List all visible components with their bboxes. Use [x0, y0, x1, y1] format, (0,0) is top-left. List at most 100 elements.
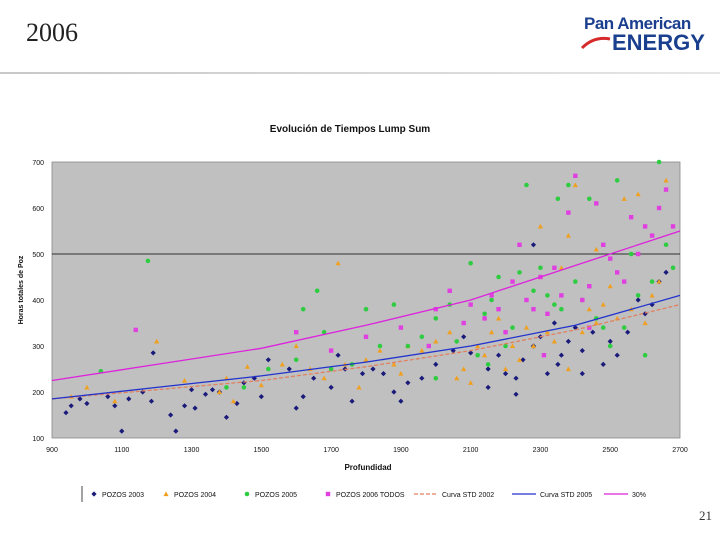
point-pozos-2006-todos [552, 265, 557, 270]
point-pozos-2003 [192, 405, 198, 411]
point-pozos-2006-todos [133, 327, 138, 333]
point-pozos-2005 [363, 306, 369, 312]
point-pozos-2003 [209, 387, 216, 393]
point-pozos-2005 [566, 182, 571, 188]
point-pozos-2006-todos [663, 187, 669, 192]
point-pozos-2004 [489, 329, 495, 335]
point-pozos-2003 [173, 428, 179, 434]
point-pozos-2004 [461, 366, 467, 372]
point-pozos-2003 [391, 389, 397, 395]
logo-swoosh-icon [580, 36, 611, 50]
point-pozos-2003 [181, 403, 188, 409]
point-pozos-2005 [621, 325, 627, 330]
point-pozos-2006-todos [615, 270, 620, 275]
header-divider [0, 72, 720, 74]
point-pozos-2003 [370, 366, 376, 372]
point-pozos-2005 [531, 288, 536, 294]
point-pozos-2005 [510, 325, 515, 330]
point-pozos-2003 [555, 361, 561, 367]
point-pozos-2003 [419, 375, 425, 381]
x-tick-label: 1300 [184, 447, 200, 454]
point-pozos-2003 [286, 366, 292, 372]
point-pozos-2004 [112, 398, 118, 404]
point-pozos-2006-todos [503, 330, 508, 335]
point-pozos-2005 [419, 334, 425, 340]
point-pozos-2006-todos [328, 348, 334, 353]
point-pozos-2004 [565, 366, 571, 372]
point-pozos-2006-todos [566, 210, 571, 215]
point-pozos-2005 [468, 260, 473, 266]
point-pozos-2003 [380, 371, 387, 377]
point-pozos-2005 [573, 279, 578, 284]
legend-marker-pozos-2003 [91, 491, 97, 497]
point-pozos-2006-todos [628, 215, 634, 220]
point-pozos-2006-todos [601, 242, 606, 247]
point-pozos-2004 [663, 177, 669, 183]
point-pozos-2003 [551, 320, 557, 326]
point-pozos-2004 [356, 384, 362, 390]
y-tick-label: 600 [32, 206, 44, 213]
point-pozos-2005 [475, 352, 480, 358]
point-pozos-2003 [579, 371, 585, 377]
point-pozos-2006-todos [496, 307, 501, 312]
legend-marker-pozos-2006-todos [325, 491, 331, 497]
point-pozos-2003 [468, 350, 474, 356]
point-pozos-2005 [663, 242, 669, 248]
point-pozos-2004 [398, 371, 404, 376]
point-pozos-2003 [84, 400, 90, 407]
point-pozos-2003 [119, 428, 125, 434]
x-tick-label: 1100 [114, 447, 129, 454]
point-pozos-2003 [572, 325, 578, 331]
point-pozos-2003 [663, 269, 669, 275]
legend-label-pozos-2003: POZOS 2003 [102, 492, 144, 499]
point-pozos-2006-todos [294, 330, 299, 335]
point-pozos-2004 [468, 380, 474, 385]
point-pozos-2005 [517, 270, 522, 275]
point-pozos-2004 [544, 329, 551, 335]
point-pozos-2003 [607, 338, 613, 344]
point-pozos-2004 [475, 343, 481, 349]
point-pozos-2004 [635, 191, 641, 197]
point-pozos-2003 [558, 352, 564, 358]
point-pozos-2004 [649, 292, 655, 298]
point-pozos-2004 [495, 315, 502, 321]
point-pozos-2004 [607, 283, 613, 289]
point-pozos-2005 [489, 297, 494, 303]
point-pozos-2005 [503, 343, 508, 349]
legend-marker-pozos-2005 [244, 491, 250, 497]
x-tick-label: 900 [46, 447, 58, 454]
page-number: 21 [699, 508, 712, 523]
legend-label-30-: 30% [632, 492, 646, 499]
point-pozos-2006-todos [461, 320, 466, 326]
point-pozos-2004 [593, 320, 599, 326]
point-pozos-2005 [485, 362, 491, 367]
y-tick-label: 300 [32, 344, 44, 351]
line-curva-std-2005 [51, 294, 681, 400]
point-pozos-2003 [485, 384, 491, 390]
point-pozos-2006-todos [363, 334, 369, 339]
point-pozos-2003 [600, 361, 606, 367]
point-pozos-2005 [538, 265, 543, 271]
point-pozos-2003 [68, 403, 74, 409]
point-pozos-2003 [530, 242, 537, 248]
chart-title: Evolución de Tiempos Lump Sum [270, 124, 430, 135]
point-pozos-2003 [202, 391, 209, 397]
point-pozos-2003 [112, 403, 118, 409]
point-pozos-2006-todos [489, 293, 494, 298]
point-pozos-2004 [642, 320, 648, 326]
point-pozos-2003 [300, 394, 306, 400]
point-pozos-2004 [447, 329, 453, 335]
point-pozos-2004 [181, 377, 188, 383]
point-pozos-2005 [321, 329, 327, 335]
point-pozos-2006-todos [545, 311, 550, 316]
point-pozos-2003 [590, 329, 596, 335]
point-pozos-2003 [335, 352, 341, 358]
point-pozos-2006-todos [594, 201, 599, 206]
point-pozos-2005 [628, 251, 634, 257]
legend-label-pozos-2006-todos: POZOS 2006 TODOS [336, 492, 405, 499]
point-pozos-2004 [530, 343, 537, 349]
point-pozos-2006-todos [649, 233, 655, 238]
point-pozos-2003 [359, 371, 366, 377]
point-pozos-2006-todos [524, 297, 529, 303]
